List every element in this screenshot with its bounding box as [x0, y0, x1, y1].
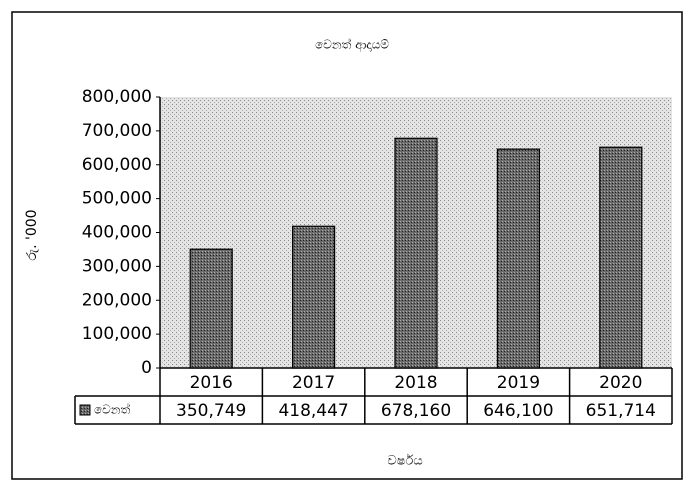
x-axis-label: වර්ෂය [387, 453, 422, 469]
data-table-value: 646,100 [483, 401, 553, 421]
y-tick-label: 700,000 [82, 121, 152, 141]
legend-label: වෙනත් [94, 402, 131, 416]
x-tick-label: 2019 [497, 373, 540, 393]
bar [189, 248, 233, 369]
y-tick-label: 400,000 [82, 223, 152, 243]
y-tick-label: 100,000 [82, 324, 152, 344]
x-tick-label: 2016 [190, 373, 233, 393]
bar [394, 137, 438, 369]
data-table-value: 418,447 [278, 401, 348, 421]
frame [11, 11, 683, 480]
y-tick-label: 300,000 [82, 256, 152, 276]
x-tick-label: 2017 [292, 373, 335, 393]
bar [292, 225, 336, 369]
bar [496, 148, 540, 369]
x-tick-label: 2018 [394, 373, 437, 393]
y-axis-label: රු. '000 [24, 209, 40, 260]
y-tick-label: 800,000 [82, 87, 152, 107]
data-table-value: 651,714 [586, 401, 656, 421]
data-table-value: 350,749 [176, 401, 246, 421]
bar [599, 146, 643, 369]
chart-title: වෙනත් ආදායම් [315, 37, 389, 52]
legend-key [79, 404, 91, 416]
y-tick-label: 0 [141, 358, 152, 378]
y-tick-label: 500,000 [82, 189, 152, 209]
data-table-value: 678,160 [381, 401, 451, 421]
y-tick-label: 600,000 [82, 155, 152, 175]
y-tick-label: 200,000 [82, 290, 152, 310]
x-tick-label: 2020 [599, 373, 642, 393]
